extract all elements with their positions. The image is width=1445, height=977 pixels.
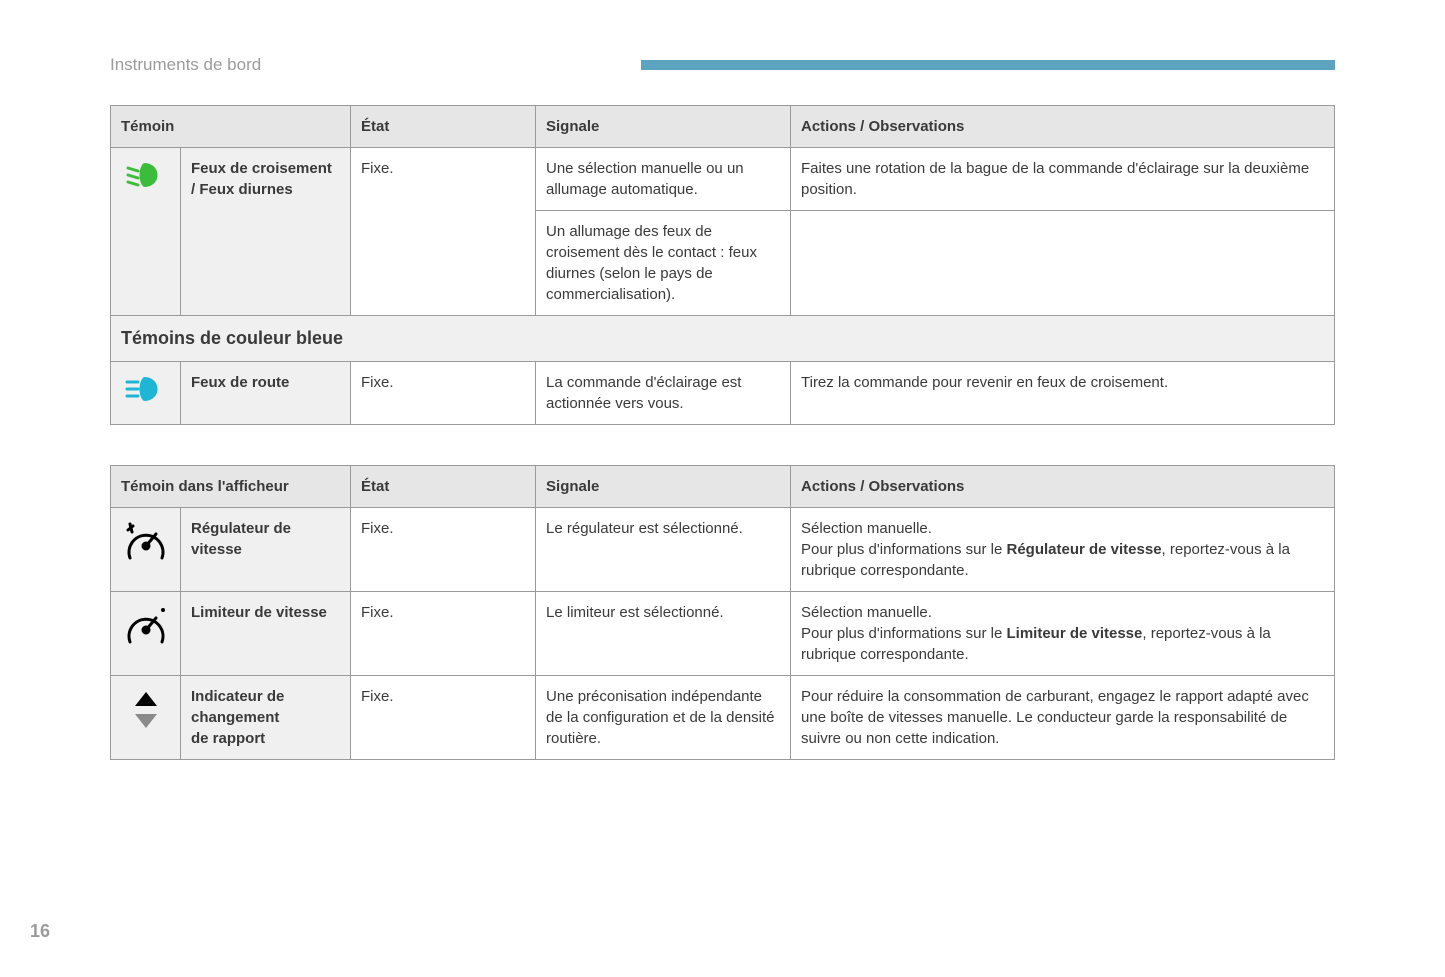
table-row: Régulateur de vitesse Fixe. Le régulateu… [111,508,1335,592]
manual-page: Instruments de bord Témoin État Signale … [0,0,1445,977]
actions-cell: Tirez la commande pour revenir en feux d… [791,362,1335,425]
signale-cell: La commande d'éclairage est actionnée ve… [536,362,791,425]
subheader-label: Témoins de couleur bleue [111,316,1335,362]
icon-cell [111,508,181,592]
table-row: Feux de croisement / Feux diurnes Fixe. … [111,148,1335,211]
etat-cell: Fixe. [351,362,536,425]
actions-text: Sélection manuelle. [801,520,932,537]
indicator-label: Indicateur de changement de rapport [181,676,351,760]
actions-bold: Limiteur de vitesse [1006,625,1142,642]
signale-cell: Le limiteur est sélectionné. [536,592,791,676]
table-row: Indicateur de changement de rapport Fixe… [111,676,1335,760]
icon-cell [111,676,181,760]
speed-limiter-icon [122,604,170,648]
signale-cell: Une préconisation indépendante de la con… [536,676,791,760]
table-subheader: Témoins de couleur bleue [111,316,1335,362]
actions-cell: Faites une rotation de la bague de la co… [791,148,1335,211]
cruise-control-icon [122,520,170,564]
indicator-label: Feux de croisement / Feux diurnes [181,148,351,316]
signale-cell: Une sélection manuelle ou un allumage au… [536,148,791,211]
actions-cell: Sélection manuelle. Pour plus d'informat… [791,592,1335,676]
actions-text: Pour plus d'informations sur le [801,625,1006,642]
etat-cell: Fixe. [351,592,536,676]
icon-cell [111,362,181,425]
indicator-label: Régulateur de vitesse [181,508,351,592]
etat-cell: Fixe. [351,148,536,316]
signale-cell: Un allumage des feux de croisement dès l… [536,211,791,316]
signale-cell: Le régulateur est sélectionné. [536,508,791,592]
actions-cell [791,211,1335,316]
accent-bar [641,60,1335,70]
indicator-label: Feux de route [181,362,351,425]
etat-cell: Fixe. [351,676,536,760]
table-row: Feux de route Fixe. La commande d'éclair… [111,362,1335,425]
col-actions: Actions / Observations [791,106,1335,148]
col-signale: Signale [536,466,791,508]
col-temoin: Témoin [111,106,351,148]
actions-cell: Pour réduire la consommation de carburan… [791,676,1335,760]
actions-cell: Sélection manuelle. Pour plus d'informat… [791,508,1335,592]
icon-cell [111,592,181,676]
page-number: 16 [30,921,50,942]
col-actions: Actions / Observations [791,466,1335,508]
gear-shift-icon [131,688,161,732]
etat-cell: Fixe. [351,508,536,592]
col-etat: État [351,106,536,148]
high-beam-icon [124,374,168,404]
table-row: Limiteur de vitesse Fixe. Le limiteur es… [111,592,1335,676]
actions-text: Sélection manuelle. [801,604,932,621]
icon-cell [111,148,181,316]
col-signale: Signale [536,106,791,148]
low-beam-icon [124,160,168,190]
warning-lights-table-2: Témoin dans l'afficheur État Signale Act… [110,465,1335,760]
col-temoin: Témoin dans l'afficheur [111,466,351,508]
indicator-label: Limiteur de vitesse [181,592,351,676]
warning-lights-table-1: Témoin État Signale Actions / Observatio… [110,105,1335,425]
actions-text: Pour plus d'informations sur le [801,541,1006,558]
actions-bold: Régulateur de vitesse [1006,541,1161,558]
section-title: Instruments de bord [110,55,261,75]
col-etat: État [351,466,536,508]
page-header: Instruments de bord [110,55,1335,75]
